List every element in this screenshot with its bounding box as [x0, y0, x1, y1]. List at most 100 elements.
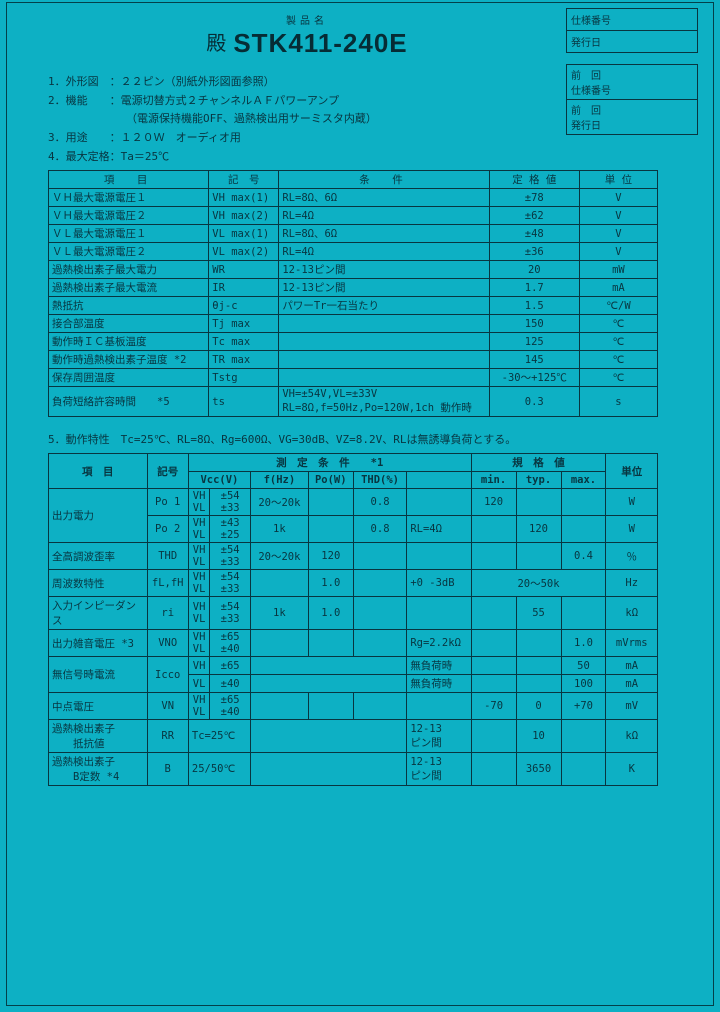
cell	[407, 597, 471, 630]
cell: 12-13ピン間	[279, 279, 489, 297]
cell: ±62	[489, 207, 579, 225]
cell	[516, 675, 561, 693]
cell: 25/50℃	[188, 753, 250, 786]
t2h2-typ: typ.	[516, 472, 561, 489]
cell: ±48	[489, 225, 579, 243]
cell: Tc max	[209, 333, 279, 351]
cell: V	[579, 243, 657, 261]
section-5-label: 5．動作特性 Tc=25℃、RL=8Ω、Rg=600Ω、VG=30dB、VZ=8…	[48, 431, 698, 447]
table-row: 入力インピーダンスriVH VL±54 ±331k1.055kΩ	[49, 597, 658, 630]
cell: mA	[579, 279, 657, 297]
cell: 120	[308, 543, 353, 570]
cell: ＶＬ最大電源電圧２	[49, 243, 209, 261]
cell: 過熱検出素子 B定数 *4	[49, 753, 148, 786]
cell: VH VL	[188, 516, 209, 543]
cell: Tstg	[209, 369, 279, 387]
cell: 55	[516, 597, 561, 630]
t2h2-blank	[407, 472, 471, 489]
cell: IR	[209, 279, 279, 297]
cell	[471, 675, 516, 693]
cell: RL=4Ω	[279, 207, 489, 225]
table-row: 出力電力Po 1VH VL±54 ±3320～20k0.8120W	[49, 489, 658, 516]
cell: VH max(1)	[209, 189, 279, 207]
cell: Rg=2.2kΩ	[407, 630, 471, 657]
prefix: 殿	[206, 33, 227, 55]
cell: ℃	[579, 351, 657, 369]
cell: 1.7	[489, 279, 579, 297]
cell: 150	[489, 315, 579, 333]
cell: 過熱検出素子最大電流	[49, 279, 209, 297]
cell	[471, 657, 516, 675]
cell: VH VL	[188, 630, 209, 657]
cell: mV	[606, 693, 658, 720]
cell: 無信号時電流	[49, 657, 148, 693]
cell	[353, 543, 407, 570]
cell	[308, 516, 353, 543]
table-row: ＶＨ最大電源電圧１VH max(1)RL=8Ω、6Ω±78V	[49, 189, 658, 207]
table-row: ＶＨ最大電源電圧２VH max(2)RL=4Ω±62V	[49, 207, 658, 225]
cell	[516, 489, 561, 516]
cell: 1.5	[489, 297, 579, 315]
t2h2-f: f(Hz)	[250, 472, 308, 489]
stamp-issue-date: 発行日	[567, 31, 697, 52]
cell: ±54 ±33	[210, 570, 251, 597]
cell: VL	[188, 675, 209, 693]
cell: Tj max	[209, 315, 279, 333]
cell	[516, 657, 561, 675]
cell: +70	[561, 693, 606, 720]
cell: V	[579, 189, 657, 207]
cell: VH VL	[188, 543, 209, 570]
cell: Po 1	[147, 489, 188, 516]
cell: 接合部温度	[49, 315, 209, 333]
table-row: 動作時過熱検出素子温度 *2TR max145℃	[49, 351, 658, 369]
cell: VH=±54V,VL=±33V RL=8Ω,f=50Hz,Po=120W,1ch…	[279, 387, 489, 417]
cell: 熱抵抗	[49, 297, 209, 315]
cell: VL max(2)	[209, 243, 279, 261]
table-row: ＶＬ最大電源電圧２VL max(2)RL=4Ω±36V	[49, 243, 658, 261]
cell: VH VL	[188, 489, 209, 516]
cell	[471, 543, 516, 570]
cell: -70	[471, 693, 516, 720]
cell	[308, 630, 353, 657]
cell: 3650	[516, 753, 561, 786]
top-small-label: 製品名	[48, 12, 566, 27]
table-row: 中点電圧VNVH VL±65 ±40-700+70mV	[49, 693, 658, 720]
cell	[561, 720, 606, 753]
table-row: 過熱検出素子 B定数 *4B25/50℃12-13 ピン間3650K	[49, 753, 658, 786]
cell: 12-13ピン間	[279, 261, 489, 279]
cell: 1.0	[561, 630, 606, 657]
cell: W	[606, 489, 658, 516]
cell: -30～+125℃	[489, 369, 579, 387]
cell: 10	[516, 720, 561, 753]
cell: 中点電圧	[49, 693, 148, 720]
cell: VNO	[147, 630, 188, 657]
cell: 0	[516, 693, 561, 720]
cell: 100	[561, 675, 606, 693]
cell: ±78	[489, 189, 579, 207]
cell: 全高調波歪率	[49, 543, 148, 570]
cell: Hz	[606, 570, 658, 597]
cell: ±65 ±40	[210, 693, 251, 720]
cell: 20～20k	[250, 543, 308, 570]
cell: ±54 ±33	[210, 597, 251, 630]
cell	[407, 489, 471, 516]
cell: V	[579, 207, 657, 225]
cell: 12-13 ピン間	[407, 720, 471, 753]
cell: W	[606, 516, 658, 543]
cell: VH VL	[188, 570, 209, 597]
cell	[516, 543, 561, 570]
operating-characteristics-table: 項 目 記号 測 定 条 件 *1 規 格 値 単位 Vcc(V) f(Hz) …	[48, 453, 658, 786]
cell: s	[579, 387, 657, 417]
t2h2-po: Po(W)	[308, 472, 353, 489]
cell	[353, 693, 407, 720]
cell: VL max(1)	[209, 225, 279, 243]
cell: 無負荷時	[407, 675, 471, 693]
cell: RL=4Ω	[407, 516, 471, 543]
cell: THD	[147, 543, 188, 570]
cell: mVrms	[606, 630, 658, 657]
cell	[561, 516, 606, 543]
cell: mA	[606, 657, 658, 675]
cell: 動作時ＩＣ基板温度	[49, 333, 209, 351]
cell	[561, 597, 606, 630]
cell: ℃/W	[579, 297, 657, 315]
